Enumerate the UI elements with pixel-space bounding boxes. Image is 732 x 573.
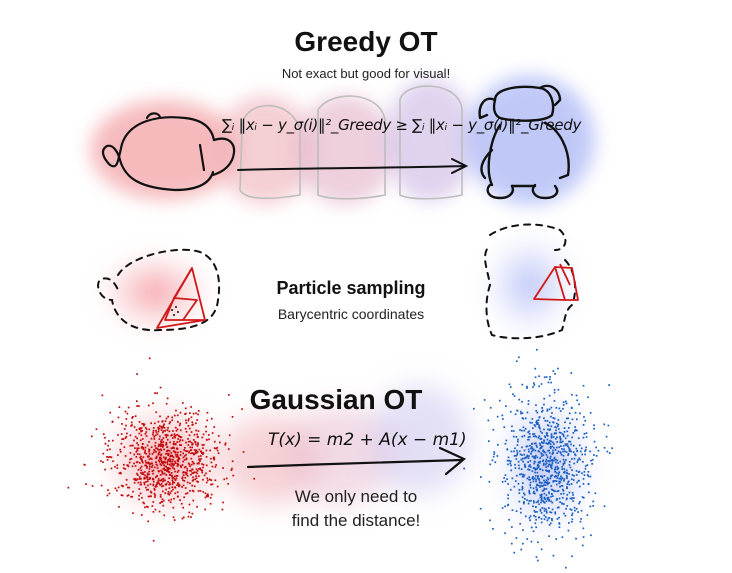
particle-source-blob: [95, 247, 215, 337]
gaussian-ot-title: Gaussian OT: [249, 384, 423, 415]
bear-triangle-mesh: [533, 263, 579, 301]
gaussian-caption-line2: find the distance!: [291, 511, 421, 530]
teapot-triangle-mesh: [156, 267, 206, 329]
particle-sampling-subtitle: Barycentric coordinates: [277, 306, 425, 322]
source-point-cloud: [67, 357, 256, 542]
gaussian-interpolation-blobs: [220, 385, 470, 505]
teapot-source-shape: [101, 112, 236, 192]
particle-sampling-title: Particle sampling: [276, 278, 426, 298]
particle-target-blob: [480, 230, 580, 340]
gaussian-caption-line1: We only need to: [294, 487, 418, 506]
teapot-dashed-outline: [97, 248, 220, 332]
greedy-arrow: [237, 158, 469, 174]
gaussian-formula: T(x) = m2 + A(x − m1): [268, 430, 467, 450]
greedy-formula: ∑ᵢ ‖xᵢ − y_σ(i)‖²_Greedy ≥ ∑ᵢ ‖xᵢ − y_σ(…: [222, 116, 582, 134]
gaussian-arrow: [246, 446, 467, 476]
greedy-ghost-outlines: [239, 85, 463, 200]
greedy-ot-subtitle: Not exact but good for visual!: [281, 66, 451, 81]
triangle-sample-points: [171, 306, 179, 316]
greedy-ot-title: Greedy OT: [294, 26, 438, 57]
teddy-bear-target-shape: [478, 84, 570, 200]
target-point-cloud: [463, 348, 613, 569]
bear-dashed-outline: [484, 223, 577, 340]
